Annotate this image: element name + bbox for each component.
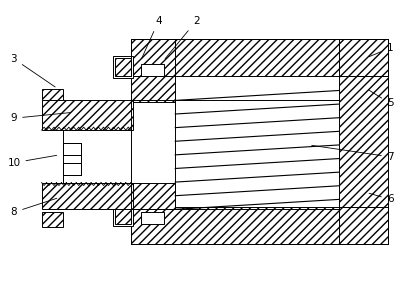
Bar — [131, 39, 175, 76]
Bar — [115, 206, 131, 224]
Text: 6: 6 — [369, 193, 393, 204]
Bar — [64, 143, 81, 155]
Bar — [42, 183, 133, 209]
Text: 8: 8 — [11, 198, 57, 217]
Bar — [42, 100, 133, 130]
Bar — [113, 56, 133, 78]
Text: 3: 3 — [11, 54, 55, 87]
Bar — [113, 204, 133, 226]
Bar — [131, 76, 175, 102]
Bar — [131, 183, 175, 209]
Bar — [141, 64, 164, 76]
Bar — [141, 212, 164, 224]
Bar — [42, 212, 64, 227]
Bar — [131, 39, 388, 76]
Text: 4: 4 — [142, 16, 162, 58]
Text: 2: 2 — [165, 16, 199, 59]
Text: 5: 5 — [369, 90, 393, 108]
Bar — [115, 58, 131, 76]
Text: 7: 7 — [312, 145, 393, 162]
Text: 10: 10 — [7, 155, 57, 168]
Bar — [64, 163, 81, 175]
Text: 9: 9 — [11, 113, 70, 123]
Bar — [131, 207, 388, 244]
Bar — [42, 89, 64, 100]
Text: 1: 1 — [369, 43, 393, 57]
Bar — [339, 76, 388, 209]
